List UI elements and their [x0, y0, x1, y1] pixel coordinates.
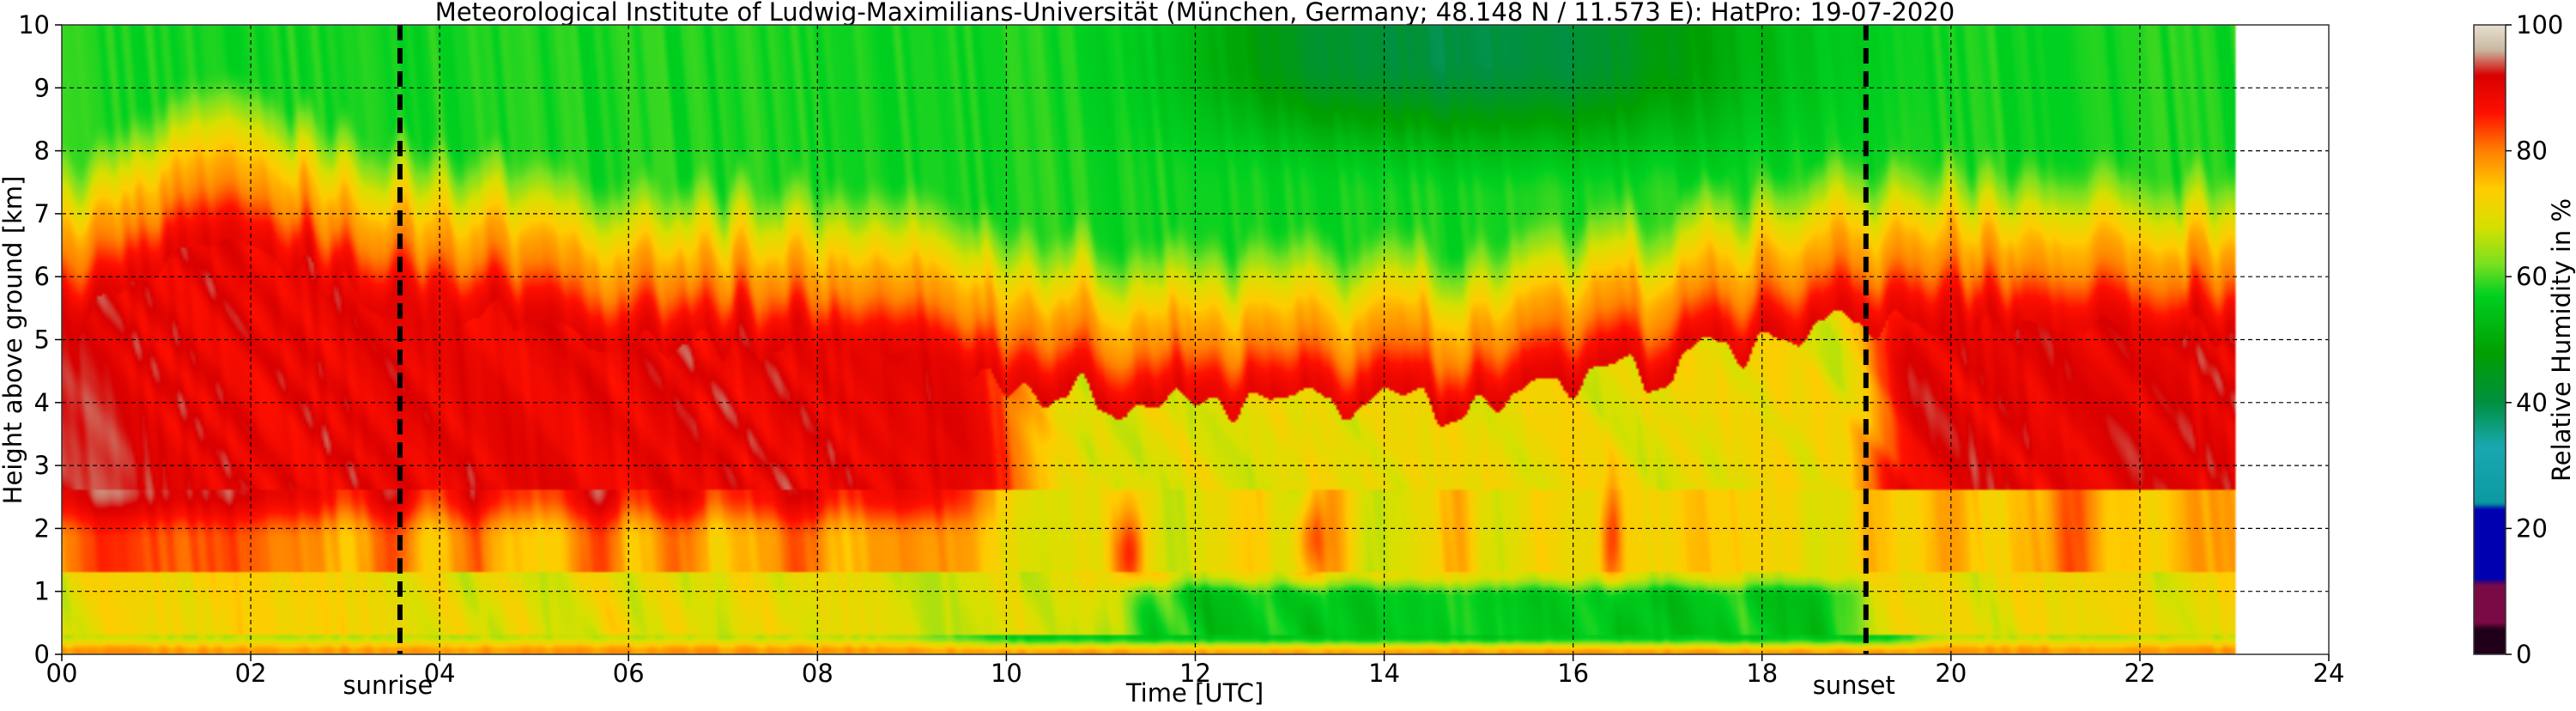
y-tick-label: 5 — [34, 325, 50, 355]
event-label-sunrise: sunrise — [343, 671, 433, 700]
x-tick-label: 02 — [235, 659, 267, 688]
colorbar-gradient — [2474, 25, 2506, 654]
y-tick-label: 1 — [34, 577, 50, 606]
y-tick-label: 8 — [34, 137, 50, 166]
x-tick-label: 16 — [1557, 659, 1589, 688]
x-tick-label: 18 — [1746, 659, 1778, 688]
x-tick-label: 08 — [802, 659, 833, 688]
colorbar-tick-label: 20 — [2516, 514, 2548, 543]
x-tick-label: 24 — [2313, 659, 2345, 688]
y-axis-ticks: 0 1 2 3 4 5 6 7 8 9 10 — [18, 10, 62, 669]
colorbar-tick-label: 0 — [2516, 640, 2531, 669]
chart-title: Meteorological Institute of Ludwig-Maxim… — [435, 0, 1955, 27]
y-tick-label: 0 — [34, 640, 50, 669]
x-tick-label: 20 — [1935, 659, 1967, 688]
y-tick-label: 7 — [34, 199, 50, 228]
colorbar-ticks: 0 20 40 60 80 100 — [2506, 10, 2563, 669]
y-tick-label: 3 — [34, 451, 50, 480]
x-tick-label: 04 — [424, 659, 456, 688]
colorbar-label: Relative Humidity in % — [2547, 198, 2576, 482]
colorbar: 0 20 40 60 80 100 Relative Humidity in % — [2473, 10, 2576, 669]
x-axis-label: Time [UTC] — [1125, 678, 1264, 708]
y-tick-label: 6 — [34, 262, 50, 291]
event-lines — [397, 25, 1869, 654]
x-tick-label: 22 — [2124, 659, 2155, 688]
colorbar-frame — [2473, 24, 2506, 655]
plot-area — [61, 24, 2330, 655]
y-tick-label: 2 — [34, 514, 50, 543]
x-tick-label: 12 — [1179, 659, 1211, 688]
x-tick-label: 00 — [46, 659, 78, 688]
x-axis-ticks: 00 02 04 06 08 10 12 14 16 18 20 22 24 — [46, 654, 2345, 688]
y-tick-label: 4 — [34, 388, 50, 417]
x-tick-label: 14 — [1368, 659, 1400, 688]
y-tick-label: 9 — [34, 73, 50, 102]
event-labels: sunrise sunset — [343, 671, 1895, 700]
x-tick-label: 10 — [991, 659, 1022, 688]
x-tick-label: 06 — [613, 659, 645, 688]
colorbar-tick-label: 60 — [2516, 262, 2548, 291]
colorbar-tick-label: 40 — [2516, 388, 2548, 417]
y-axis-label: Height above ground [km] — [0, 176, 27, 505]
colorbar-tick-label: 100 — [2516, 10, 2563, 40]
colorbar-tick-label: 80 — [2516, 137, 2548, 166]
grid-lines — [62, 25, 2329, 654]
y-tick-label: 10 — [18, 10, 50, 40]
event-label-sunset: sunset — [1813, 671, 1895, 700]
